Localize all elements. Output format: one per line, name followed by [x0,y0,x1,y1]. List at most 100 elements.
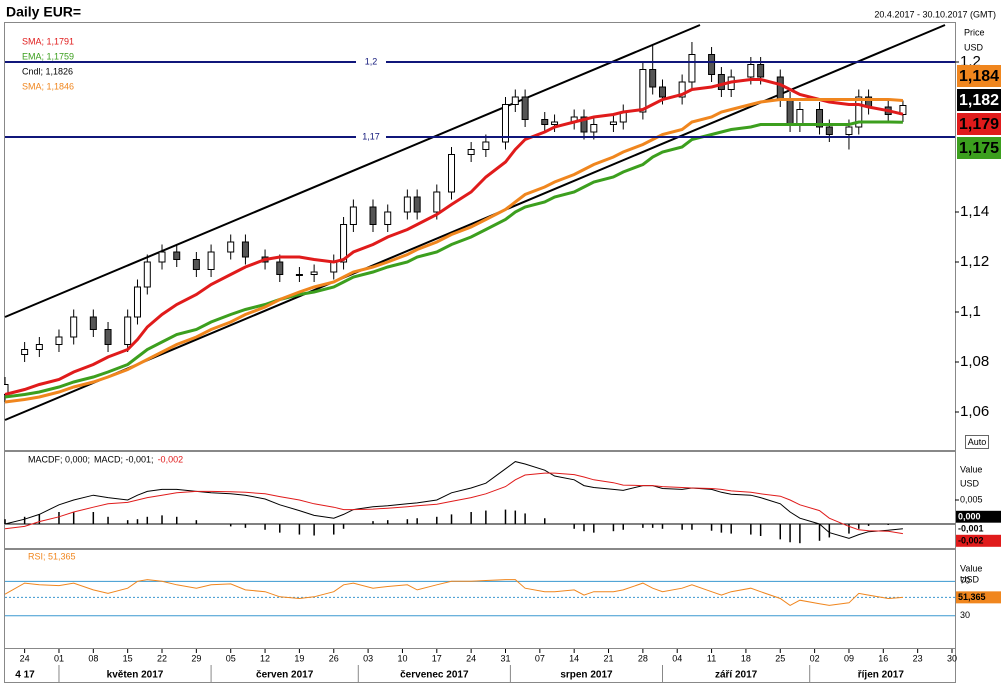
candle-body [717,74,725,90]
month-label: červenec 2017 [400,670,469,681]
y-tick-label: 1,14 [960,203,989,220]
candle-body [678,81,686,98]
value-tag [956,534,1001,547]
price-tag-label: 1,179 [959,116,999,133]
candle-body [609,121,617,125]
candle-body [192,259,200,270]
rsi-plot [4,579,955,617]
candle-body [104,329,112,345]
candle-body [133,286,141,318]
candle-body [899,105,907,115]
indicator-line [4,120,903,399]
x-tick-label: 26 [329,653,339,663]
value-tag-label: 51,365 [958,592,986,602]
value-tag-label: 0,000 [958,512,981,522]
candle-body [173,251,181,260]
x-tick-label: 03 [363,653,373,663]
candle-body [384,211,392,225]
value-tag [956,510,1001,523]
trend-line [4,24,946,421]
x-tick-label: 05 [226,653,236,663]
candle-body [89,316,97,330]
y-tick-label: 1,1 [960,303,981,320]
candle-body [467,149,475,155]
price-tag-label: 1,182 [959,92,999,109]
candle-body [310,271,318,275]
x-tick-label: 14 [569,653,579,663]
candle-body [403,196,411,213]
auto-button[interactable]: Auto [965,435,989,449]
y-axis-unit: USD [964,42,984,52]
price-tag [957,113,1001,135]
candle-body [448,154,456,193]
x-tick-label: 31 [500,653,510,663]
x-tick-label: 24 [466,653,476,663]
y-axis-label: Price [964,27,985,37]
x-tick-label: 25 [775,653,785,663]
window-title: Daily EUR= [6,4,81,20]
auto-button-label[interactable]: Auto [968,437,987,447]
y-axis-label: Value [960,563,982,573]
candle-body [845,126,853,135]
value-tag [956,591,1001,604]
y-tick-label: 70 [960,576,970,586]
trend-line [4,24,701,318]
level-label-box [356,131,386,143]
y-axis-label: Value [960,464,982,474]
month-label: srpen 2017 [560,670,613,681]
month-label: září 2017 [715,670,758,681]
candle-body [413,196,421,213]
y-tick-label: 1,12 [960,253,989,270]
price-tag [957,137,1001,159]
candle-body [501,104,509,143]
candle-body [659,86,667,98]
candle-body [796,109,804,125]
candle-body [816,109,824,128]
x-tick-label: 12 [260,653,270,663]
candle-body [55,336,63,345]
month-label: červen 2017 [256,670,314,681]
price-tag [957,89,1001,111]
month-label: říjen 2017 [858,670,905,681]
x-tick-label: 15 [123,653,133,663]
candle-body [551,121,559,125]
y-axis-unit: USD [960,478,980,488]
value-tag [956,522,1001,535]
indicator-line [4,78,904,396]
price-tag-label: 1,175 [959,140,999,157]
x-tick-label: 22 [157,653,167,663]
candle-body [855,96,863,128]
candle-body [349,206,357,225]
x-tick-label: 24 [20,653,30,663]
y-tick-label: 1,06 [960,403,989,420]
legend-entry: Cndl; 1,1826 [22,66,73,76]
legend-entry: -0,002 [158,454,184,464]
candle-body [21,349,29,355]
price-tag [957,65,1001,87]
candle-body [757,64,765,78]
x-tick-label: 08 [88,653,98,663]
macd-plot [4,461,955,544]
candle-body [295,274,303,276]
candle-body [541,119,549,125]
legend-entry: MACDF; 0,000; [28,454,90,464]
x-tick-label: 04 [672,653,682,663]
x-tick-label: 30 [947,653,957,663]
price-tag-label: 1,184 [959,68,999,85]
candle-body [70,316,78,338]
level-label: 1,17 [362,131,380,141]
legend-entry: MACD; -0,001; [94,454,154,464]
candle-body [369,206,377,225]
value-tag-label: -0,002 [958,536,984,546]
x-tick-label: 23 [913,653,923,663]
auto-button-box[interactable] [965,435,989,449]
candle-body [708,54,716,75]
candle-body [580,116,588,133]
x-tick-label: 29 [191,653,201,663]
candle-body [35,344,43,350]
candle-body [227,241,235,253]
candle-body [521,96,529,120]
candle-body [124,316,132,345]
x-tick-label: 02 [810,653,820,663]
